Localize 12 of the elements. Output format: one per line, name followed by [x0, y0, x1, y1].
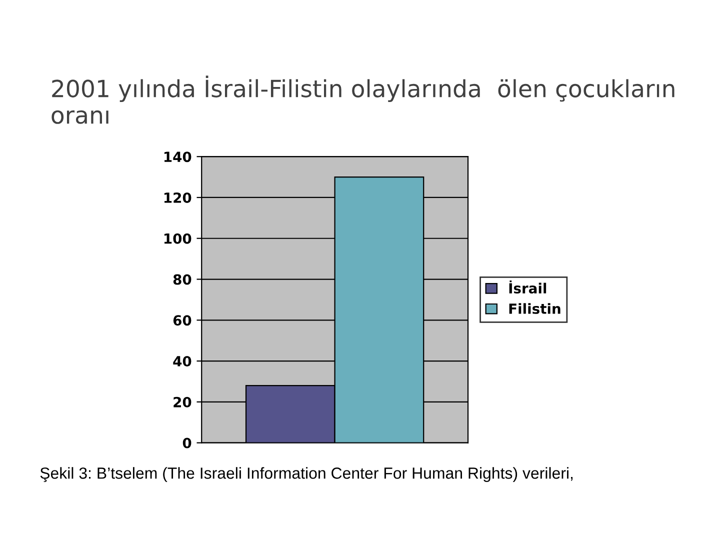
legend-label: Filistin: [509, 303, 560, 314]
y-tick-label: 0: [182, 438, 192, 448]
y-tick-label: 120: [164, 192, 192, 203]
legend-label: İsrail: [509, 280, 546, 294]
y-tick-label: 80: [173, 274, 192, 285]
y-tick-label: 20: [174, 396, 192, 408]
y-tick-label: 100: [164, 233, 192, 244]
chart-title: 2001 yılında İsrail-Filistin olaylarında ölen çocukların oranı: [52, 76, 674, 124]
y-tick-label: 40: [173, 356, 192, 367]
y-tick-label: 60: [173, 315, 192, 326]
text: Şekil 3: B’tselem (The Israeli Information Center For Human Rights) verileri,: [40, 467, 573, 482]
y-tick-label: 140: [164, 152, 192, 162]
